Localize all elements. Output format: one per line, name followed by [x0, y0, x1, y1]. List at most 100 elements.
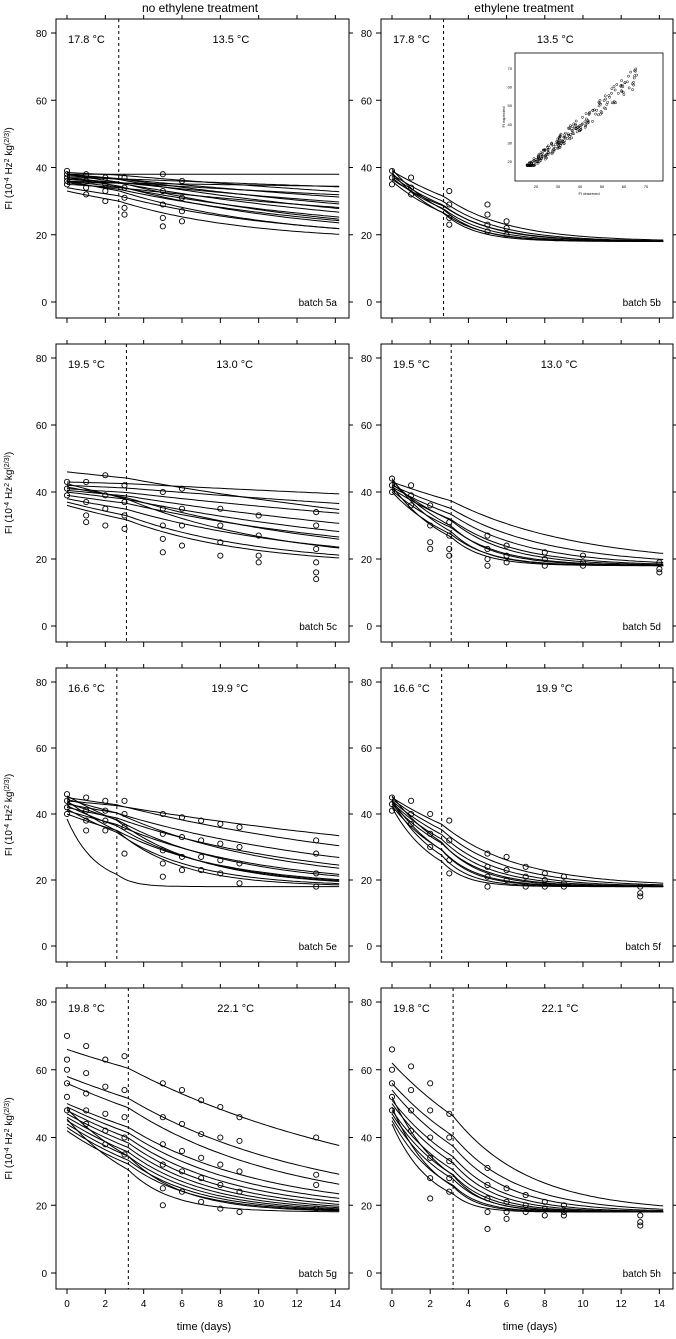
data-point [159, 201, 166, 208]
inset-point [543, 154, 547, 158]
data-point [121, 810, 128, 818]
temp-after-label: 19.9 °C [536, 683, 573, 695]
fitted-curve [66, 180, 340, 230]
data-point [102, 505, 109, 512]
inset-point [621, 90, 625, 94]
inset-point [602, 99, 606, 102]
data-point [255, 512, 262, 519]
x-tick-label: 14 [654, 1299, 666, 1310]
y-tick-label: 80 [36, 998, 48, 1009]
inset-point [604, 97, 608, 101]
fitted-curve [391, 483, 664, 566]
data-point [198, 1131, 205, 1138]
data-point [217, 840, 224, 847]
panel-frame [380, 667, 674, 963]
fitted-curve [66, 491, 340, 532]
y-axis-label-part: (2/3) [4, 1101, 11, 1115]
data-point [83, 1090, 90, 1097]
fitted-curve [66, 498, 340, 548]
x-axis-label-right: time (days) [503, 1321, 557, 1333]
inset-point [558, 135, 562, 138]
inset-point [631, 88, 634, 91]
data-point [427, 539, 434, 546]
fitted-curve [391, 795, 664, 887]
data-point [388, 167, 396, 174]
data-point [388, 1046, 396, 1053]
data-point [198, 1097, 205, 1104]
data-point [484, 850, 491, 857]
fitted-curve [66, 501, 340, 556]
inset-point [619, 85, 623, 88]
data-point [541, 562, 548, 569]
data-point [102, 1056, 109, 1063]
inset-point [610, 101, 614, 105]
data-point [63, 177, 71, 184]
inset-point [605, 103, 609, 106]
inset-point [579, 125, 583, 129]
data-point [178, 867, 186, 874]
inset-point [570, 128, 574, 132]
data-point [408, 482, 415, 489]
inset-x-label: FI observed [578, 191, 599, 196]
data-point [560, 883, 567, 890]
data-point [63, 1080, 71, 1087]
data-point [446, 532, 453, 539]
data-point [313, 850, 320, 857]
fitted-curve [391, 486, 664, 563]
inset-point [545, 152, 549, 156]
data-point [178, 1148, 186, 1155]
panel-batch-5h: 0 20 40 60 80 0 2 4 6 8 10 12 14 19.8 °C 22.1 °C batch … [361, 984, 676, 1310]
data-point [63, 1107, 71, 1114]
data-point [236, 1114, 243, 1121]
temp-after-label: 13.5 °C [212, 34, 249, 46]
data-point [427, 522, 434, 529]
data-point [388, 181, 396, 188]
data-point [484, 1195, 491, 1202]
inset-y-tick-label: 70 [508, 66, 513, 71]
x-tick-label: 4 [466, 1299, 472, 1310]
data-point [121, 1134, 128, 1141]
fitted-curve [66, 182, 340, 187]
data-point [522, 1208, 529, 1216]
fitted-curve [66, 797, 340, 847]
data-point [503, 542, 510, 549]
inset-point [610, 87, 614, 90]
temp-before-label: 16.6 °C [68, 683, 105, 695]
inset-point [546, 148, 550, 152]
data-point [541, 870, 548, 877]
data-point [541, 555, 548, 563]
batch-label: batch 5h [623, 1269, 661, 1280]
fitted-curve [66, 795, 340, 882]
inset-point [550, 143, 554, 147]
inset-point [574, 126, 578, 130]
inset-point [591, 120, 594, 123]
data-point [102, 198, 109, 205]
y-tick-label: 60 [36, 421, 48, 432]
data-point [159, 223, 166, 230]
fitted-curve [66, 494, 340, 538]
data-point [388, 1066, 396, 1073]
data-point [102, 187, 109, 195]
y-tick-label: 80 [36, 678, 48, 689]
temp-before-label: 19.5 °C [68, 359, 105, 371]
data-point [484, 1164, 491, 1172]
inset-point [563, 135, 566, 139]
y-tick-label: 40 [36, 164, 48, 175]
data-point [503, 1198, 510, 1205]
data-point [579, 559, 587, 566]
inset-point [571, 132, 574, 135]
data-point [121, 824, 128, 831]
data-point [446, 221, 453, 228]
data-point [102, 522, 109, 529]
panel-frame [55, 18, 350, 319]
fitted-curve [391, 800, 664, 887]
inset-point [568, 137, 572, 141]
data-point [178, 1188, 186, 1195]
data-point [217, 552, 224, 559]
batch-label: batch 5f [625, 942, 661, 953]
data-point [178, 1168, 186, 1175]
data-point [637, 1219, 644, 1226]
data-point [159, 505, 166, 512]
y-tick-label: 60 [361, 744, 373, 755]
y-tick-label: 60 [36, 1066, 48, 1077]
